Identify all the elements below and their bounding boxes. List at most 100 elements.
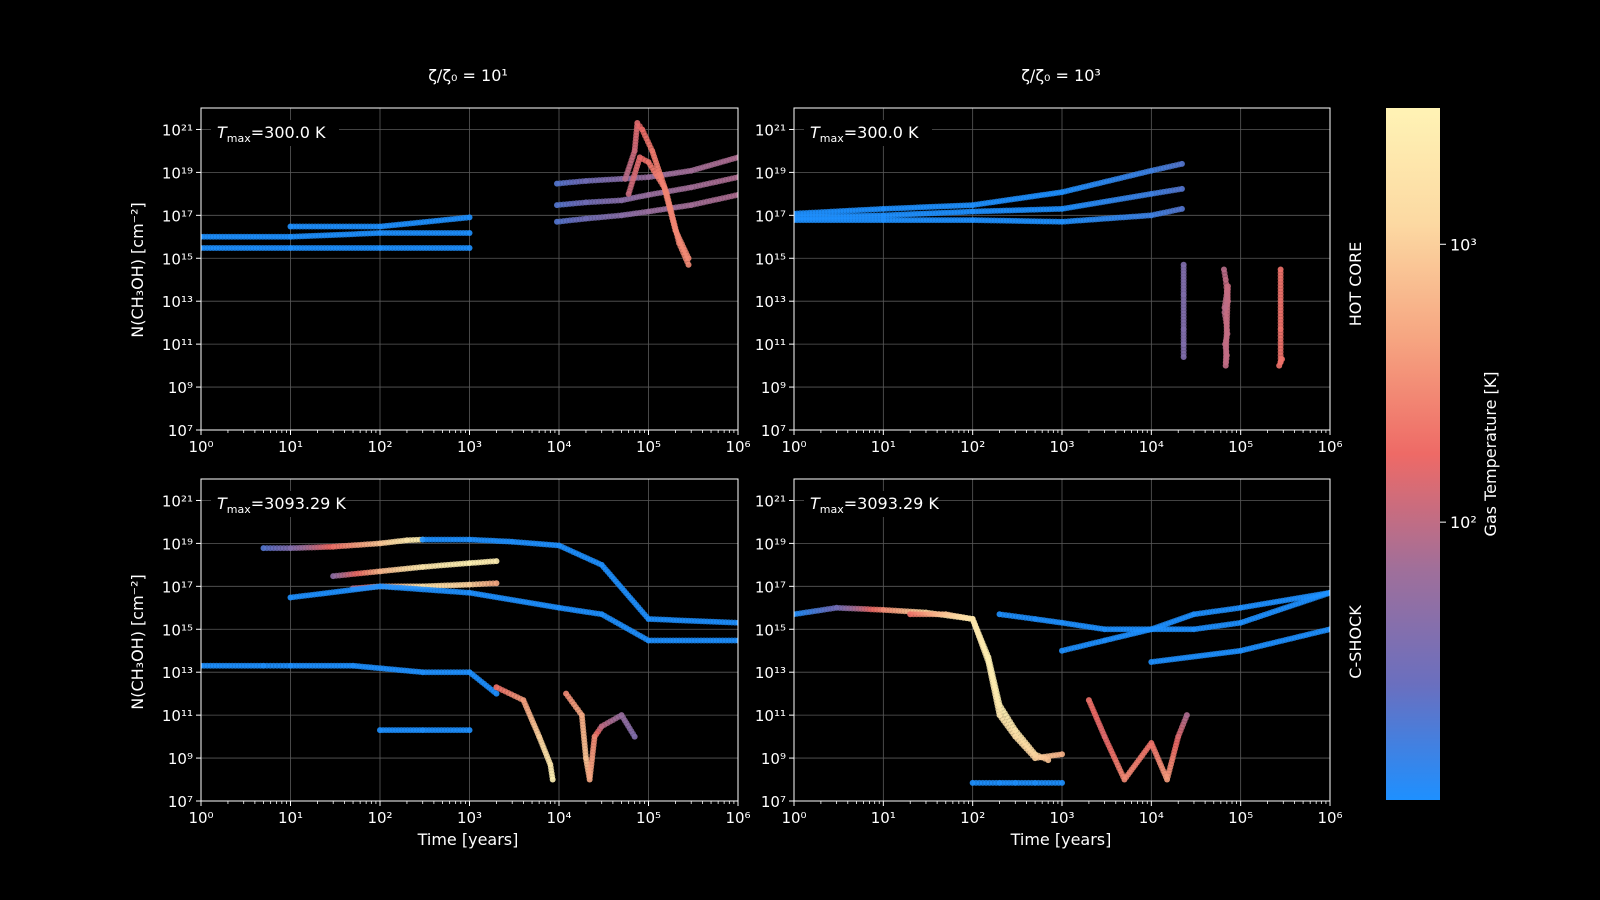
grid	[793, 108, 1331, 431]
y-ticks: 10⁷ 10⁹ 10¹¹ 10¹³ 10¹⁵ 10¹⁷ 10¹⁹ 10²¹	[162, 121, 201, 440]
y-tick-label: 10¹⁵	[755, 621, 786, 639]
data-point	[735, 174, 738, 181]
data-point	[1178, 160, 1185, 167]
x-tick-label: 10¹	[278, 438, 303, 456]
y-tick-label: 10²¹	[162, 492, 193, 510]
data-point	[1059, 779, 1065, 786]
y-tick-label: 10⁹	[168, 750, 193, 768]
series-2	[794, 205, 1185, 225]
data-point	[1327, 626, 1330, 633]
column-title-right: ζ/ζ₀ = 10³	[1021, 66, 1101, 85]
series-1	[907, 611, 1065, 762]
panel-bottom-left: 10⁰ 10¹ 10² 10³ 10⁴ 10⁵ 10⁶10⁷10⁹10¹¹10¹³10¹⁵1…	[162, 478, 751, 827]
x-tick-label: 10³	[1049, 438, 1074, 456]
series-5	[1276, 266, 1285, 369]
data-point	[1278, 356, 1285, 363]
x-tick-label: 10⁴	[1139, 809, 1164, 827]
series-4	[554, 174, 738, 209]
x-tick-label: 10²	[960, 438, 985, 456]
series-6	[493, 684, 556, 783]
series-5	[1085, 697, 1190, 783]
y-ticks: 10⁷ 10⁹ 10¹¹ 10¹³ 10¹⁵ 10¹⁷ 10¹⁹ 10²¹	[162, 492, 201, 811]
y-ticks: 10⁷ 10⁹ 10¹¹ 10¹³ 10¹⁵ 10¹⁷ 10¹⁹ 10²¹	[755, 121, 794, 440]
y-tick-label: 10¹⁷	[755, 578, 786, 596]
tmax-annotation: Tmax=3093.29 K	[217, 494, 346, 516]
y-tick-label: 10⁷	[761, 793, 786, 811]
y-tick-label: 10¹⁵	[162, 250, 193, 268]
series-4	[287, 583, 738, 644]
y-tick-label: 10¹⁹	[162, 535, 193, 553]
series-2	[330, 558, 500, 580]
series-7	[563, 690, 638, 783]
x-tick-label: 10⁵	[636, 809, 661, 827]
y-tick-label: 10¹⁵	[162, 621, 193, 639]
data-point	[1059, 751, 1065, 758]
series-3	[1059, 589, 1330, 654]
y-tick-label: 10¹⁷	[162, 207, 193, 225]
data-point	[466, 230, 473, 237]
data-point	[493, 580, 500, 587]
x-ticks: 10⁰ 10¹ 10² 10³ 10⁴ 10⁵ 10⁶	[188, 801, 751, 827]
y-tick-label: 10¹⁷	[162, 578, 193, 596]
y-tick-label: 10¹⁹	[162, 164, 193, 182]
colorbar-tick-label: 10³	[1450, 235, 1477, 254]
y-tick-label: 10¹¹	[162, 336, 193, 354]
grid	[200, 108, 739, 431]
x-tick-label: 10³	[1049, 809, 1074, 827]
series-0	[201, 230, 473, 240]
x-tick-label: 10¹	[278, 809, 303, 827]
series-1	[419, 536, 738, 626]
series-6	[969, 779, 1065, 786]
x-axis-label-right: Time [years]	[1010, 830, 1112, 849]
y-tick-label: 10²¹	[162, 121, 193, 139]
data-point	[685, 255, 692, 262]
y-tick-label: 10²¹	[755, 492, 786, 510]
x-tick-label: 10⁰	[188, 438, 213, 456]
series-8	[377, 727, 473, 734]
x-tick-label: 10⁶	[1317, 438, 1342, 456]
y-tick-label: 10⁷	[761, 422, 786, 440]
x-tick-label: 10⁰	[781, 809, 806, 827]
x-tick-label: 10³	[457, 809, 482, 827]
series-3	[554, 154, 738, 187]
x-tick-label: 10²	[960, 809, 985, 827]
panel-top-right: 10⁰ 10¹ 10² 10³ 10⁴ 10⁵ 10⁶10⁷10⁹10¹¹10¹³10¹⁵1…	[755, 107, 1343, 456]
series-3	[1180, 261, 1187, 361]
annotation-bg	[804, 120, 932, 146]
colorbar-gradient	[1386, 108, 1440, 800]
y-axis-label-bottom: N(CH₃OH) [cm⁻²]	[128, 574, 147, 710]
y-tick-label: 10¹¹	[755, 336, 786, 354]
x-tick-label: 10⁶	[1317, 809, 1342, 827]
y-tick-label: 10⁹	[168, 379, 193, 397]
data-point	[1178, 205, 1185, 212]
x-ticks: 10⁰ 10¹ 10² 10³ 10⁴ 10⁵ 10⁶	[188, 430, 751, 456]
panel-top-left: 10⁰ 10¹ 10² 10³ 10⁴ 10⁵ 10⁶10⁷10⁹10¹¹10¹³10¹⁵1…	[162, 107, 751, 456]
series-2	[287, 214, 473, 230]
data-point	[735, 154, 738, 161]
data-point	[735, 619, 738, 626]
data-point	[493, 690, 500, 697]
data-point	[493, 558, 500, 565]
x-tick-label: 10⁶	[725, 438, 750, 456]
scatter-points	[201, 536, 738, 783]
data-point	[1180, 354, 1187, 361]
x-ticks: 10⁰ 10¹ 10² 10³ 10⁴ 10⁵ 10⁶	[781, 430, 1343, 456]
y-tick-label: 10¹⁹	[755, 164, 786, 182]
x-tick-label: 10⁴	[546, 438, 571, 456]
y-tick-label: 10⁹	[761, 379, 786, 397]
series-1	[201, 245, 473, 252]
colorbar-tick-label: 10²	[1450, 513, 1477, 532]
x-tick-label: 10⁴	[1139, 438, 1164, 456]
data-point	[466, 245, 473, 252]
y-tick-label: 10¹⁹	[755, 535, 786, 553]
x-axis-label-left: Time [years]	[417, 830, 519, 849]
data-point	[466, 727, 473, 734]
x-tick-label: 10⁰	[188, 809, 213, 827]
series-7	[625, 154, 692, 262]
data-point	[549, 776, 556, 783]
data-point	[1327, 589, 1330, 596]
x-tick-label: 10¹	[871, 809, 896, 827]
series-0	[260, 536, 426, 552]
data-point	[1178, 185, 1185, 192]
